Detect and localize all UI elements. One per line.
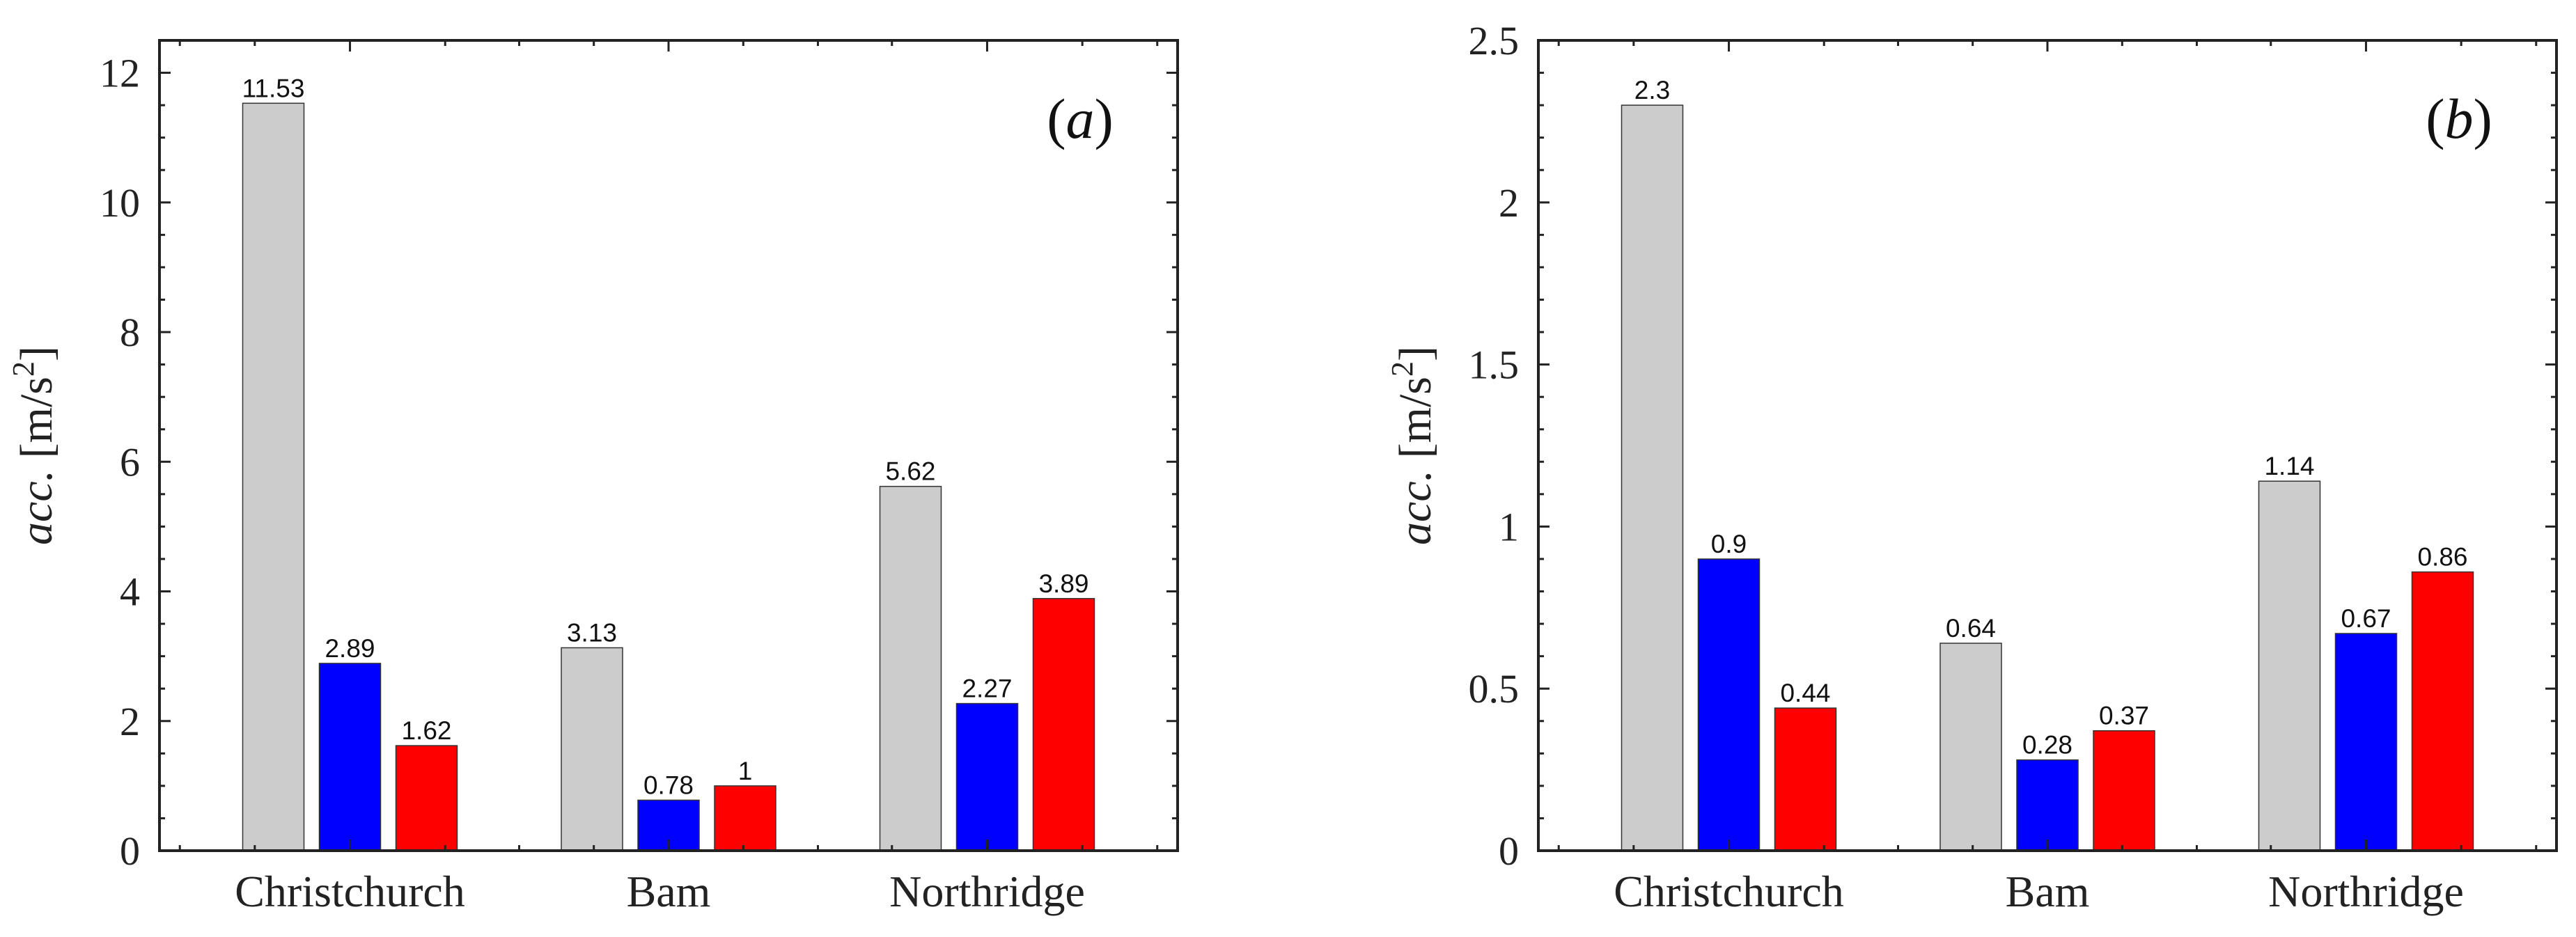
y-axis-label: acc. [m/s2] [1385,346,1441,545]
y-tick-label: 12 [100,51,140,96]
y-tick-label: 6 [120,439,140,485]
y-axis-label-close: ] [11,346,62,361]
data-label: 0.9 [1711,530,1747,558]
data-label: 0.78 [643,771,694,799]
panel-tag-letter: b [2445,87,2474,150]
y-tick-label: 2.5 [1469,18,1520,63]
x-category-label-northridge: Northridge [2268,867,2464,916]
panel-tag: (b) [2426,87,2492,150]
bar-series-3-christchurch [1774,707,1837,851]
y-tick-label: 10 [100,180,140,226]
panel-tag-close: ) [2474,87,2492,150]
chart-panel-a: 11.53 3.13 5.62 2.89 0.78 2.27 1.62 1 3.89 0 2 4 6 8 1… [6,39,1179,916]
axes-frame [1537,39,2558,852]
panel-tag-open: ( [1047,87,1065,150]
y-axis-label-close: ] [1390,346,1441,361]
bar-series-1-northridge [879,485,942,851]
x-category-label-christchurch: Christchurch [1614,867,1844,916]
data-label: 0.67 [2341,604,2391,633]
data-label: 0.86 [2417,543,2467,572]
data-label: 2.3 [1634,76,1670,104]
y-axis-label-var: acc. [1390,458,1441,545]
bar-series-2-christchurch [318,663,382,851]
panel-tag-letter: a [1066,87,1095,150]
axes-frame [158,39,1179,852]
data-label: 1.62 [401,716,451,745]
data-label: 0.44 [1780,679,1830,707]
bar-series-2-northridge [2334,633,2398,851]
x-category-label-bam: Bam [2006,867,2090,916]
data-label: 3.13 [567,619,617,647]
data-label: 5.62 [885,457,935,486]
x-category-label-northridge: Northridge [889,867,1085,916]
bar-series-3-christchurch [395,745,458,851]
y-axis-label-exp: 2 [1385,361,1419,377]
bar-series-3-northridge [1032,598,1095,851]
bar-series-2-christchurch [1697,558,1761,851]
bar-series-2-northridge [955,702,1019,851]
data-label: 2.27 [962,675,1012,703]
y-tick-label: 2 [1499,180,1519,226]
y-tick-label: 8 [120,310,140,355]
y-axis-label: acc. [m/s2] [6,346,62,545]
y-tick-label: 1.5 [1469,342,1520,388]
data-label: 0.28 [2022,731,2072,759]
data-label: 0.64 [1946,614,1996,643]
x-category-label-christchurch: Christchurch [235,867,465,916]
y-axis-label-exp: 2 [6,361,40,377]
panel-tag-open: ( [2426,87,2444,150]
bar-series-1-bam [561,647,623,851]
bar-series-1-christchurch [242,102,305,851]
bar-series-1-christchurch [1621,104,1684,851]
y-tick-label: 4 [120,569,140,615]
data-label: 11.53 [242,74,305,102]
bar-series-1-northridge [2258,480,2321,851]
bar-series-2-bam [2016,759,2079,851]
y-axis-label-unit: [m/s [1390,377,1441,458]
y-tick-label: 0.5 [1469,666,1520,711]
data-label: 3.89 [1038,569,1088,598]
y-tick-label: 2 [120,699,140,744]
y-tick-label: 1 [1499,504,1519,549]
chart-panel-b: 2.3 0.64 1.14 0.9 0.28 0.67 0.44 0.37 0.86 0 0.5 1 1… [1385,18,2558,916]
y-axis-label-var: acc. [11,458,62,545]
y-tick-label: 0 [120,828,140,874]
y-tick-label: 0 [1499,828,1519,874]
panel-tag: (a) [1047,87,1114,150]
panel-tag-close: ) [1095,87,1114,150]
bar-series-1-bam [1939,643,2002,851]
x-category-label-bam: Bam [627,867,711,916]
bar-series-3-bam [714,785,776,851]
data-label: 1 [738,757,753,785]
bar-series-3-northridge [2411,571,2474,851]
bar-series-3-bam [2093,730,2155,851]
y-axis-label-unit: [m/s [11,377,62,458]
data-label: 0.37 [2099,702,2149,730]
data-label: 2.89 [325,634,375,663]
data-label: 1.14 [2264,452,2314,480]
